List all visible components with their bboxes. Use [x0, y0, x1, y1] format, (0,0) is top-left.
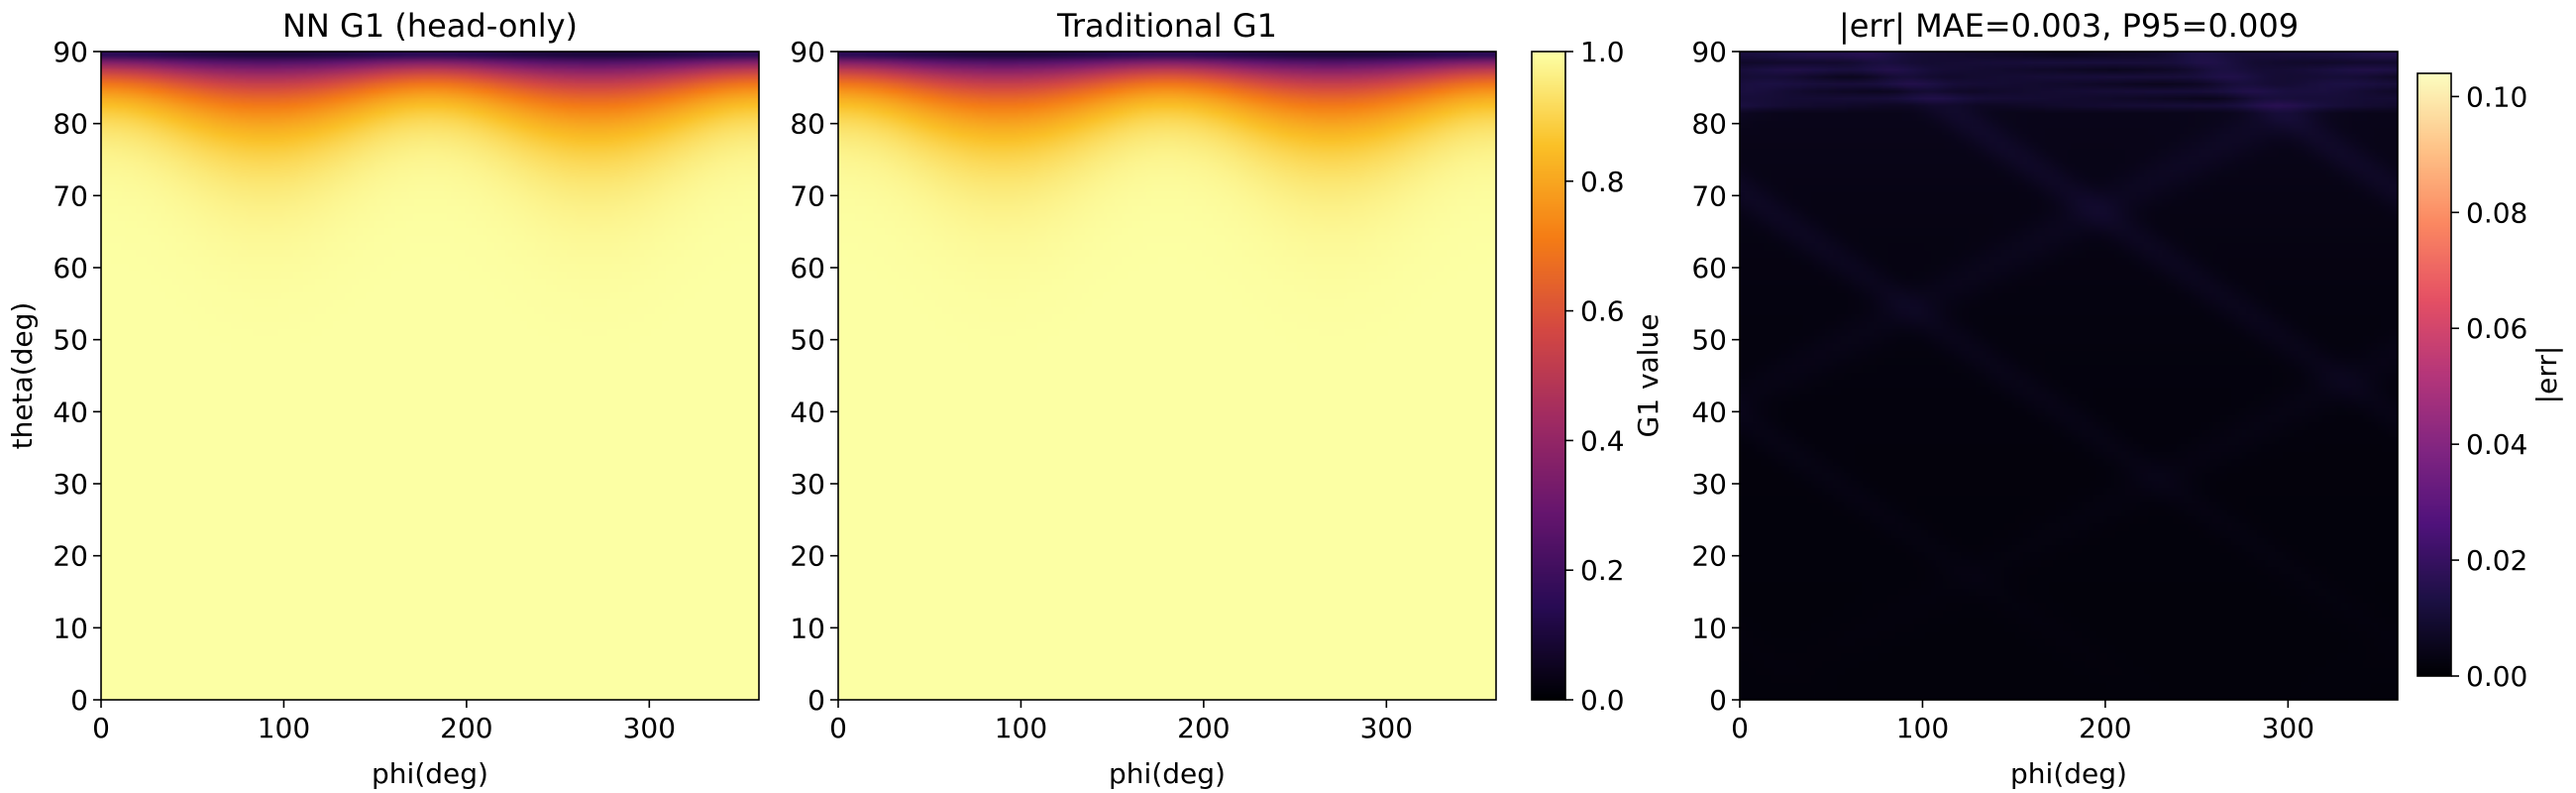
- y-tick-label: 20: [790, 540, 825, 573]
- colorbar-tick-label: 0.2: [1580, 554, 1625, 587]
- colorbar-tick-label: 0.02: [2466, 544, 2527, 577]
- colorbar-label: |err|: [2530, 346, 2563, 404]
- heatmap-image: [1740, 52, 2398, 700]
- plot-frame: [837, 51, 1497, 701]
- y-tick-label: 90: [53, 36, 88, 68]
- y-tick-label: 30: [53, 468, 88, 501]
- y-tick-label: 20: [1691, 540, 1727, 573]
- x-tick-label: 100: [995, 712, 1047, 744]
- y-tick-label: 0: [1709, 684, 1727, 717]
- x-tick-label: 100: [258, 712, 310, 744]
- heatmap-image: [838, 52, 1496, 700]
- x-tick-label: 300: [623, 712, 676, 744]
- x-axis-label: phi(deg): [1109, 757, 1226, 790]
- y-tick-label: 40: [1691, 396, 1727, 428]
- y-tick-label: 30: [1691, 468, 1727, 501]
- heatmap-image: [101, 52, 759, 700]
- chart-title: |err| MAE=0.003, P95=0.009: [1839, 7, 2299, 45]
- x-tick-label: 0: [92, 712, 110, 744]
- y-tick-label: 50: [790, 324, 825, 357]
- colorbar-gradient: [2417, 73, 2451, 676]
- colorbar-gradient: [1532, 52, 1565, 700]
- y-tick-label: 40: [53, 396, 88, 428]
- colorbar-tick-label: 0.00: [2466, 660, 2527, 693]
- colorbar-tick-label: 0.4: [1580, 424, 1625, 457]
- x-tick-label: 0: [829, 712, 847, 744]
- x-tick-label: 100: [1896, 712, 1949, 744]
- y-tick-label: 70: [790, 179, 825, 212]
- colorbar-tick-label: 0.06: [2466, 312, 2527, 345]
- y-tick-label: 90: [790, 36, 825, 68]
- x-tick-label: 300: [1360, 712, 1413, 744]
- colorbar: 0.0 0.2 0.4 0.6 0.8 1.0 G1 value: [1531, 36, 1664, 717]
- y-tick-label: 80: [1691, 108, 1727, 141]
- x-tick-label: 200: [2079, 712, 2131, 744]
- colorbar-tick-label: 0.10: [2466, 80, 2527, 113]
- colorbar-tick-label: 0.04: [2466, 428, 2527, 461]
- colorbar-tick-label: 1.0: [1580, 36, 1625, 68]
- y-tick-label: 50: [53, 324, 88, 357]
- x-axis-label: phi(deg): [372, 757, 488, 790]
- y-tick-label: 10: [53, 612, 88, 644]
- colorbar: 0.00 0.02 0.04 0.06 0.08 0.10 |err|: [2416, 72, 2563, 693]
- y-tick-label: 60: [790, 252, 825, 284]
- x-tick-label: 200: [1177, 712, 1230, 744]
- panel-2: Traditional G1 0 100 200 300 0 10 20 30 40 50 60 70 8…: [790, 7, 1664, 790]
- y-tick-label: 80: [790, 108, 825, 141]
- x-tick-label: 0: [1731, 712, 1749, 744]
- y-tick-label: 70: [53, 179, 88, 212]
- y-tick-label: 30: [790, 468, 825, 501]
- y-tick-label: 60: [53, 252, 88, 284]
- y-tick-label: 10: [790, 612, 825, 644]
- y-axis-label: theta(deg): [6, 302, 39, 450]
- x-axis-label: phi(deg): [2010, 757, 2127, 790]
- colorbar-tick-label: 0.08: [2466, 196, 2527, 229]
- y-tick-label: 0: [807, 684, 825, 717]
- y-tick-label: 80: [53, 108, 88, 141]
- panel-3: |err| MAE=0.003, P95=0.009 0 100 200 300 0 10 2…: [1691, 7, 2563, 790]
- colorbar-tick-label: 0.6: [1580, 295, 1625, 328]
- y-tick-label: 60: [1691, 252, 1727, 284]
- y-tick-label: 70: [1691, 179, 1727, 212]
- colorbar-tick-label: 0.0: [1580, 684, 1625, 717]
- colorbar-frame: [1531, 51, 1566, 701]
- y-tick-label: 0: [70, 684, 88, 717]
- y-tick-label: 40: [790, 396, 825, 428]
- y-tick-label: 10: [1691, 612, 1727, 644]
- colorbar-frame: [2416, 72, 2452, 677]
- colorbar-label: G1 value: [1632, 314, 1664, 438]
- plot-frame: [1739, 51, 2399, 701]
- x-tick-label: 300: [2262, 712, 2314, 744]
- y-tick-label: 20: [53, 540, 88, 573]
- y-tick-label: 90: [1691, 36, 1727, 68]
- y-tick-label: 50: [1691, 324, 1727, 357]
- panel-1: NN G1 (head-only) 0 100 200 300 0 10 20 30 40 50 60…: [6, 7, 760, 790]
- x-tick-label: 200: [440, 712, 492, 744]
- chart-title: NN G1 (head-only): [282, 7, 578, 45]
- colorbar-tick-label: 0.8: [1580, 166, 1625, 198]
- chart-title: Traditional G1: [1056, 7, 1277, 45]
- plot-frame: [100, 51, 760, 701]
